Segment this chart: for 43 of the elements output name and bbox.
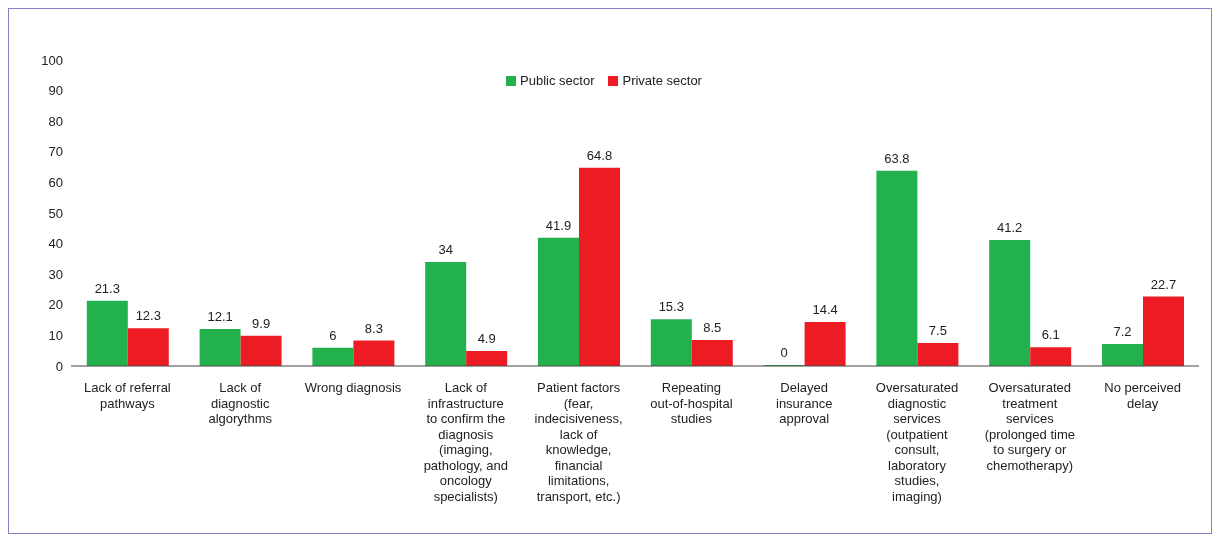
x-tick-label: Lack of referral pathways [84,380,171,411]
x-tick-label: Patient factors (fear, indecisiveness, lack of knowledge, financial limitations, transport, etc.) [534,380,623,504]
x-tick-label: No perceived delay [1104,380,1181,411]
data-label: 0 [780,345,788,360]
data-label: 22.7 [1150,276,1177,292]
data-label: 21.3 [94,280,120,296]
x-tick-label: Oversaturated diagnostic services (outpatient consult, laboratory studies, imaging) [875,380,959,504]
x-tick-label: Repeating out-of-hospital studies [650,380,733,426]
y-tick-label: 80 [48,113,63,129]
y-tick-label: 10 [48,328,63,344]
x-tick-label: Lack of infrastructure to confirm the diagnosis (imaging, pathology, and oncology specialists) [423,380,508,504]
data-label: 12.1 [207,308,233,324]
data-label: 8.5 [703,319,722,335]
data-label: 6 [329,327,337,343]
data-label: 8.3 [364,320,383,336]
x-tick-label: Lack of diagnostic algorythms [208,380,273,426]
x-tick-label: Delayed insurance approval [776,380,833,426]
legend-label: Private sector [621,73,702,88]
data-label: 12.3 [135,308,161,324]
y-tick-label: 0 [55,358,63,374]
legend-label: Public sector [519,73,595,88]
y-tick-label: 20 [48,297,63,313]
y-tick-label: 70 [48,144,63,160]
data-label: 34 [438,241,453,257]
y-tick-label: 60 [48,175,63,191]
y-tick-label: 100 [41,52,63,68]
x-tick-label: Wrong diagnosis [304,380,402,395]
x-tick-label: Oversaturated treatment services (prolonged time to surgery or chemotherapy) [984,380,1075,473]
data-label: 7.5 [928,323,947,339]
data-label: 14.4 [812,301,838,317]
data-label: 15.3 [658,299,684,315]
data-label: 64.8 [586,147,613,163]
y-tick-label: 50 [48,205,63,221]
data-label: 63.8 [884,150,910,166]
data-label: 9.9 [252,315,271,331]
data-label: 41.9 [545,217,572,233]
data-label: 7.2 [1113,323,1132,339]
y-tick-label: 30 [48,266,63,282]
data-label: 6.1 [1041,327,1060,343]
y-tick-label: 40 [48,236,63,252]
data-label: 41.2 [997,219,1023,235]
y-tick-label: 90 [48,83,63,99]
data-label: 4.9 [477,331,496,347]
